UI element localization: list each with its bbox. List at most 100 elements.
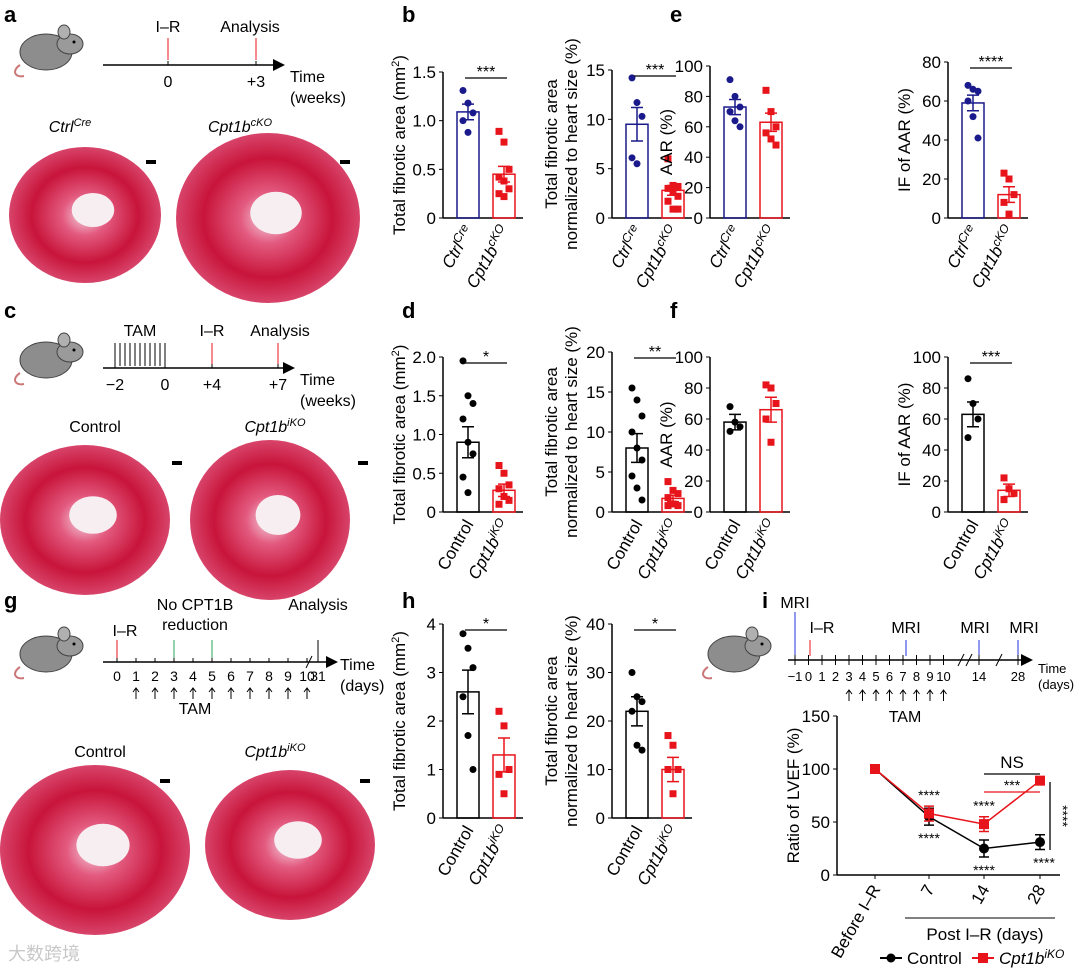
data-point	[628, 707, 636, 715]
y-tick-label: 100	[675, 348, 703, 367]
y-tick-label: 100	[802, 760, 830, 779]
y-tick-label: 0	[427, 503, 436, 522]
data-point	[638, 746, 646, 754]
y-tick-label: 80	[684, 379, 703, 398]
data-point	[974, 87, 982, 95]
y-tick-label: 0	[932, 209, 941, 228]
mouse-tail	[14, 372, 25, 386]
data-point	[772, 141, 780, 149]
axis-break	[965, 653, 973, 667]
y-axis-label: normalized to heart size (%)	[562, 326, 581, 538]
data-point	[464, 438, 472, 446]
data-point	[495, 173, 503, 181]
y-tick-label: 1.5	[412, 63, 436, 82]
tick-label: 6	[886, 669, 893, 684]
data-point	[628, 74, 636, 82]
tick-label: 2	[832, 669, 839, 684]
y-tick-label: 0	[427, 209, 436, 228]
line-chart-i: 0 50 100 150 Ratio of LVEF (%) Before I–R 7 14 2…	[784, 707, 1071, 968]
data-point	[469, 664, 477, 672]
data-point	[500, 790, 508, 798]
mouse-tail	[14, 666, 25, 680]
event-label: TAM	[124, 323, 157, 340]
y-tick-label: 80	[922, 53, 941, 72]
tam-arrow-icon	[246, 687, 254, 699]
data-point	[1000, 474, 1008, 482]
tam-arrow-icon	[284, 687, 292, 699]
data-point	[924, 808, 934, 819]
scale-bar	[360, 779, 370, 783]
y-tick-label: 15	[586, 383, 605, 402]
data-point	[1000, 496, 1008, 504]
data-point	[674, 766, 682, 773]
panel-letter-b: b	[402, 2, 415, 27]
significance-label: **	[649, 344, 661, 361]
group-label-ctrl: CtrlCre	[49, 117, 92, 136]
comparison-label: ***	[1004, 777, 1021, 793]
y-tick-label: 20	[586, 712, 605, 731]
tick-label: +4	[203, 377, 221, 394]
y-tick-label: 1.0	[412, 426, 436, 445]
data-point	[464, 392, 472, 400]
event-label: Analysis	[250, 323, 310, 340]
watermark: 大数跨境	[8, 944, 80, 964]
x-tick-label: 14	[968, 882, 994, 908]
data-point	[669, 486, 677, 494]
data-point	[964, 81, 972, 89]
data-point	[1005, 485, 1013, 493]
mouse-ear	[745, 626, 759, 642]
tam-arrow-icon	[189, 687, 197, 699]
mouse-ear	[57, 24, 71, 40]
y-tick-label: 60	[684, 118, 703, 137]
tick-label: +3	[247, 74, 265, 91]
tam-arrow-icon	[913, 689, 920, 701]
data-point	[500, 493, 508, 500]
data-point	[674, 502, 682, 510]
data-point	[669, 188, 677, 196]
data-point	[772, 400, 780, 407]
heart-lumen	[76, 823, 130, 867]
y-tick-label: 0	[596, 809, 605, 828]
data-point	[464, 99, 472, 107]
y-tick-label: 60	[922, 92, 941, 111]
data-point	[459, 473, 467, 481]
y-tick-label: 1.5	[412, 387, 436, 406]
data-point	[459, 693, 467, 701]
y-tick-label: 20	[586, 343, 605, 362]
y-axis-label: IF of AAR (%)	[895, 383, 914, 487]
data-point	[495, 770, 503, 778]
tick-label: 10	[299, 668, 315, 684]
data-point	[505, 496, 513, 504]
mouse-tail	[702, 666, 713, 680]
y-tick-label: 20	[922, 472, 941, 491]
data-point	[1035, 837, 1045, 848]
group-label-ko: Cpt1biKO	[244, 742, 305, 761]
time-label: (days)	[1038, 677, 1074, 692]
data-point	[633, 741, 641, 749]
group-label-ko: Cpt1bcKO	[208, 117, 273, 136]
x-category-label: CtrlCre	[605, 221, 646, 271]
mouse-ear	[57, 626, 71, 642]
tick-label: 6	[227, 668, 235, 684]
tam-arrow-icon	[899, 689, 907, 701]
tick-label: 10	[936, 669, 950, 684]
timeline-a: I–R Analysis 0 +3 Time (weeks) CtrlCre C…	[49, 19, 346, 136]
tam-arrow-icon	[303, 687, 311, 699]
data-point	[500, 722, 508, 730]
data-point	[1005, 175, 1013, 183]
y-tick-label: 100	[675, 57, 703, 76]
data-point	[664, 494, 672, 502]
event-label: MRI	[960, 620, 989, 637]
tam-arrow-icon	[940, 689, 947, 701]
data-point	[736, 423, 744, 431]
data-point	[633, 693, 641, 701]
data-point	[664, 502, 672, 510]
tam-arrow-icon	[132, 687, 140, 699]
panel-letter-h: h	[402, 588, 415, 613]
legend-label: Control	[907, 949, 962, 968]
data-point	[669, 205, 677, 213]
data-point	[726, 403, 734, 411]
data-point	[664, 155, 672, 163]
legend-label: Cpt1biKO	[999, 947, 1064, 968]
